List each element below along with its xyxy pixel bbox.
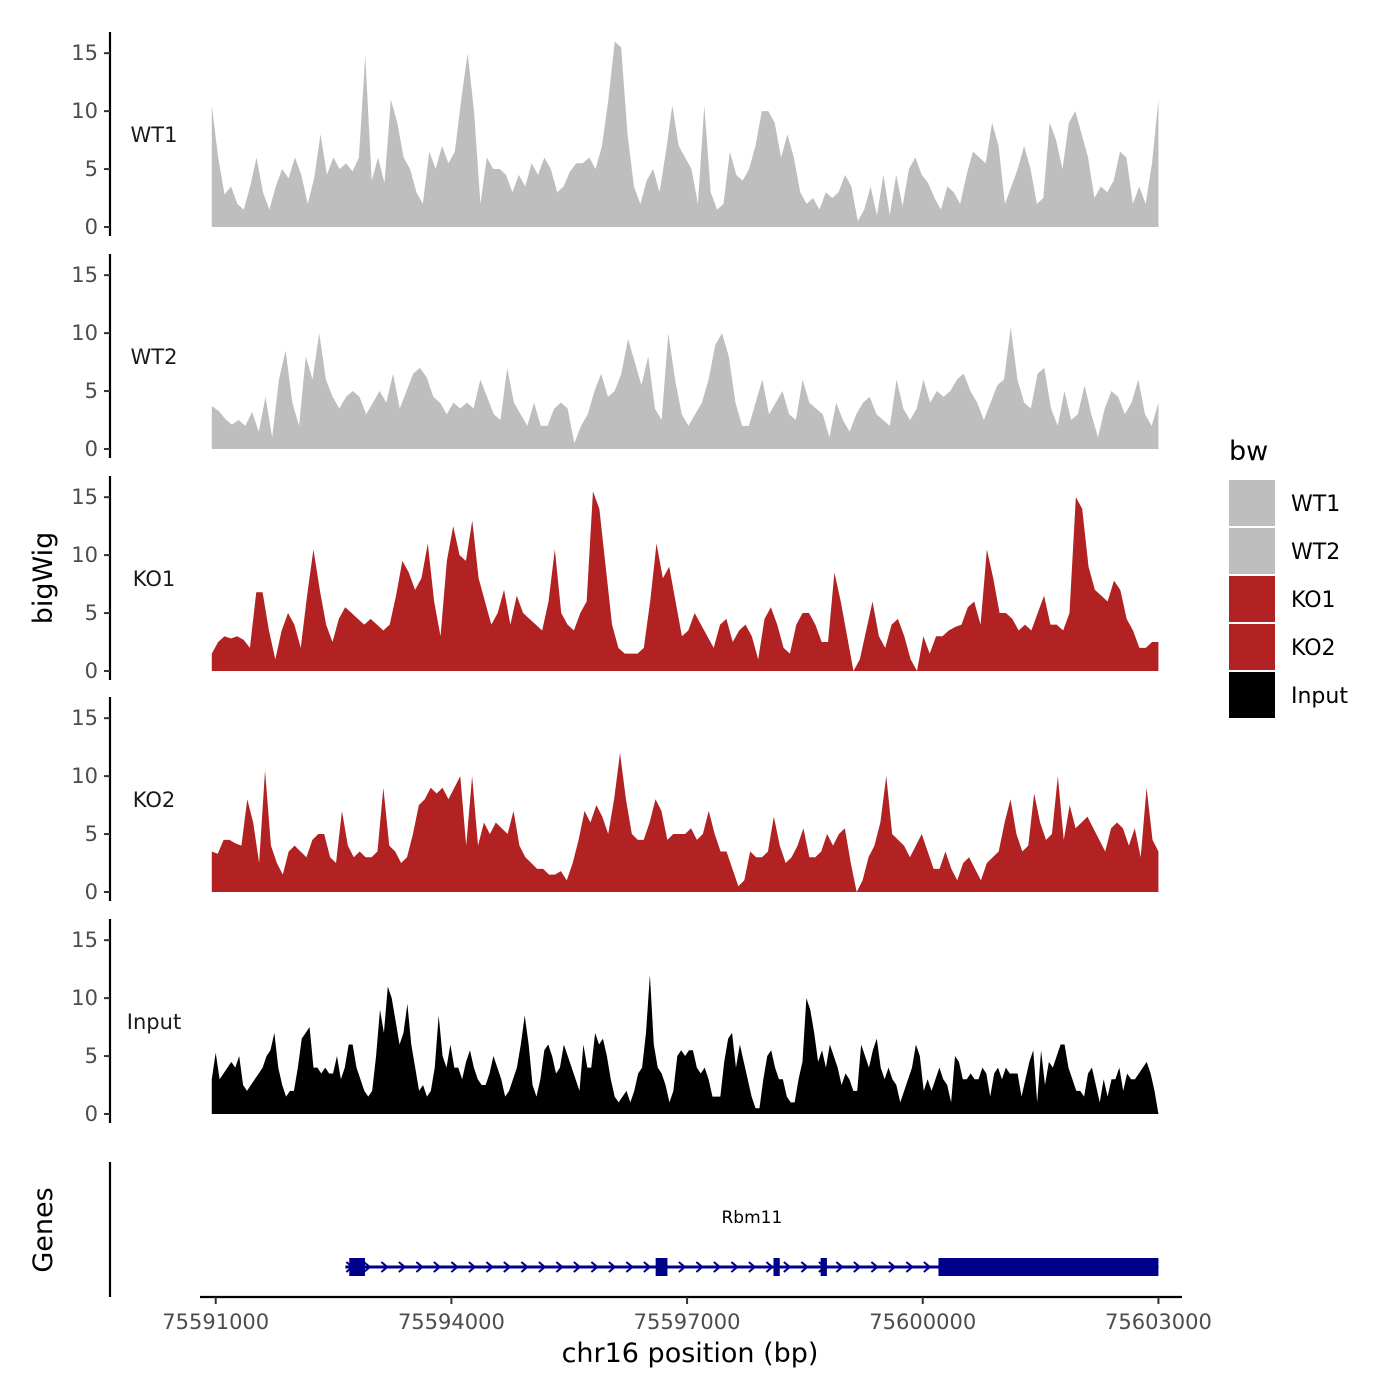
y-tick-label: 15 [71, 928, 98, 952]
legend-label-wt1: WT1 [1291, 492, 1340, 517]
strand-arrow [398, 1261, 407, 1273]
y-axis-title: bigWig [28, 532, 59, 625]
signal-area-wt2 [211, 327, 1159, 449]
y-tick-label: 5 [85, 822, 98, 846]
track-panel-ko2: 0 5 10 15 KO2 [71, 697, 1159, 904]
y-tick-label: 15 [71, 485, 98, 509]
signal-area-ko1 [211, 491, 1159, 671]
strand-arrow [748, 1261, 757, 1273]
gene-layer: Rbm11 [345, 1208, 1159, 1276]
strand-arrow [905, 1261, 914, 1273]
strand-arrow [835, 1261, 844, 1273]
track-label: Input [127, 1010, 181, 1034]
strand-arrow [433, 1261, 442, 1273]
strand-arrow [503, 1261, 512, 1273]
strand-arrow [870, 1261, 879, 1273]
gene-exon [655, 1258, 668, 1276]
strand-arrow [695, 1261, 704, 1273]
strand-arrow [625, 1261, 634, 1273]
legend: bw WT1 WT2 KO1 KO2 Input [1229, 436, 1348, 718]
y-tick-label: 15 [71, 263, 98, 287]
strand-arrow [485, 1261, 494, 1273]
y-tick-label: 15 [71, 41, 98, 65]
gene-model: Rbm11 [345, 1208, 1159, 1276]
track-label: KO1 [133, 567, 176, 591]
y-tick-label: 0 [85, 880, 98, 904]
y-tick-label: 0 [85, 659, 98, 683]
legend-key-ko1 [1229, 576, 1275, 622]
x-axis: 75591000 75594000 75597000 75600000 75603000 [162, 1295, 1212, 1334]
strand-arrow [783, 1261, 792, 1273]
strand-arrow [450, 1261, 459, 1273]
x-tick-label: 75603000 [1105, 1310, 1212, 1334]
legend-key-wt2 [1229, 528, 1275, 574]
signal-area-wt1 [211, 41, 1159, 228]
track-label: WT2 [131, 345, 178, 369]
gene-exon [820, 1258, 827, 1276]
x-tick-label: 75594000 [398, 1310, 505, 1334]
legend-label-ko2: KO2 [1291, 636, 1336, 661]
strand-arrow [608, 1261, 617, 1273]
y-tick-label: 0 [85, 437, 98, 461]
strand-arrow [923, 1261, 932, 1273]
x-axis-title: chr16 position (bp) [562, 1338, 819, 1369]
y-tick-label: 10 [71, 99, 98, 123]
gene-exon [938, 1258, 1159, 1276]
strand-arrow [800, 1261, 809, 1273]
y-tick-label: 10 [71, 543, 98, 567]
strand-arrow [363, 1261, 372, 1273]
track-panel-input: 0 5 10 15 Input [71, 919, 1159, 1126]
y-tick-label: 5 [85, 601, 98, 625]
y-tick-label: 10 [71, 986, 98, 1010]
genes-panel: Rbm11 Genes [28, 1162, 1159, 1297]
x-tick-label: 75591000 [162, 1310, 269, 1334]
track-panel-ko1: 0 5 10 15 KO1 [71, 476, 1159, 683]
x-tick-label: 75600000 [869, 1310, 976, 1334]
legend-key-input [1229, 672, 1275, 718]
strand-arrow [713, 1261, 722, 1273]
strand-arrow [643, 1261, 652, 1273]
legend-key-ko2 [1229, 624, 1275, 670]
x-tick-label: 75597000 [634, 1310, 741, 1334]
legend-label-input: Input [1291, 684, 1348, 709]
legend-label-wt2: WT2 [1291, 540, 1340, 565]
y-tick-label: 15 [71, 706, 98, 730]
strand-arrow [380, 1261, 389, 1273]
strand-arrow [590, 1261, 599, 1273]
y-tick-label: 0 [85, 215, 98, 239]
strand-arrow [765, 1261, 774, 1273]
genes-panel-title: Genes [28, 1187, 59, 1272]
y-tick-label: 5 [85, 1044, 98, 1068]
strand-arrow [853, 1261, 862, 1273]
y-tick-label: 10 [71, 764, 98, 788]
track-label: WT1 [131, 123, 178, 147]
legend-title: bw [1229, 436, 1268, 467]
gene-exon [773, 1258, 780, 1276]
gene-name-label: Rbm11 [721, 1208, 782, 1228]
y-tick-label: 5 [85, 157, 98, 181]
y-tick-label: 10 [71, 321, 98, 345]
strand-arrow [573, 1261, 582, 1273]
track-panel-wt1: 0 5 10 15 WT1 [71, 32, 1159, 239]
y-tick-label: 0 [85, 1102, 98, 1126]
strand-arrow [415, 1261, 424, 1273]
strand-arrow [538, 1261, 547, 1273]
strand-arrow [678, 1261, 687, 1273]
gene-exon [349, 1258, 365, 1276]
legend-label-ko1: KO1 [1291, 588, 1336, 613]
signal-area-input [211, 974, 1159, 1114]
strand-arrow [888, 1261, 897, 1273]
track-label: KO2 [133, 788, 176, 812]
signal-area-ko2 [211, 752, 1159, 892]
track-panels: 0 5 10 15 WT1 0 5 10 15 WT2 0 5 10 15 KO1 0 5 10 15 KO2 0 5 10… [71, 32, 1159, 1126]
strand-arrow [520, 1261, 529, 1273]
legend-key-wt1 [1229, 480, 1275, 526]
strand-arrow [468, 1261, 477, 1273]
strand-arrow [730, 1261, 739, 1273]
y-tick-label: 5 [85, 379, 98, 403]
strand-arrow [555, 1261, 564, 1273]
track-panel-wt2: 0 5 10 15 WT2 [71, 254, 1159, 461]
